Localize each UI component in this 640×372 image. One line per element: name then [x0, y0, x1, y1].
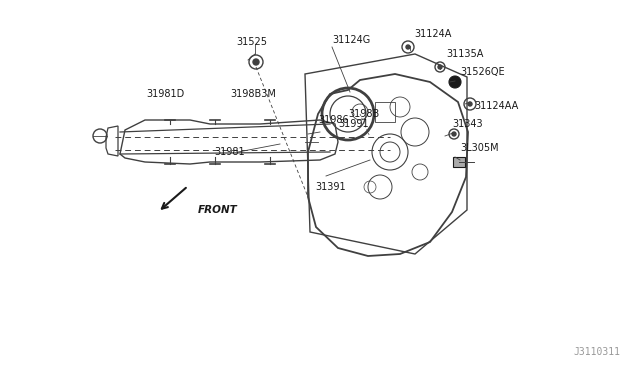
- Text: 31526QE: 31526QE: [460, 67, 504, 77]
- Text: 31124A: 31124A: [414, 29, 451, 39]
- Circle shape: [406, 45, 410, 49]
- Text: 3L305M: 3L305M: [460, 143, 499, 153]
- Text: 3198B3M: 3198B3M: [230, 89, 276, 99]
- Text: 31986: 31986: [318, 115, 349, 125]
- Circle shape: [452, 132, 456, 136]
- Text: 31124AA: 31124AA: [474, 101, 518, 111]
- Text: 31981: 31981: [214, 147, 244, 157]
- Text: 31981D: 31981D: [146, 89, 184, 99]
- Circle shape: [438, 65, 442, 69]
- Text: FRONT: FRONT: [198, 205, 237, 215]
- Circle shape: [468, 102, 472, 106]
- Circle shape: [449, 76, 461, 88]
- Text: 31525: 31525: [237, 37, 268, 47]
- Bar: [453, 157, 465, 167]
- Text: J3110311: J3110311: [573, 347, 620, 357]
- Circle shape: [253, 59, 259, 65]
- Text: 31135A: 31135A: [446, 49, 483, 59]
- Text: 31124G: 31124G: [332, 35, 371, 45]
- Text: 31391: 31391: [315, 182, 346, 192]
- Text: 3198B: 3198B: [348, 109, 380, 119]
- Text: 31343: 31343: [452, 119, 483, 129]
- Text: 31991: 31991: [338, 119, 369, 129]
